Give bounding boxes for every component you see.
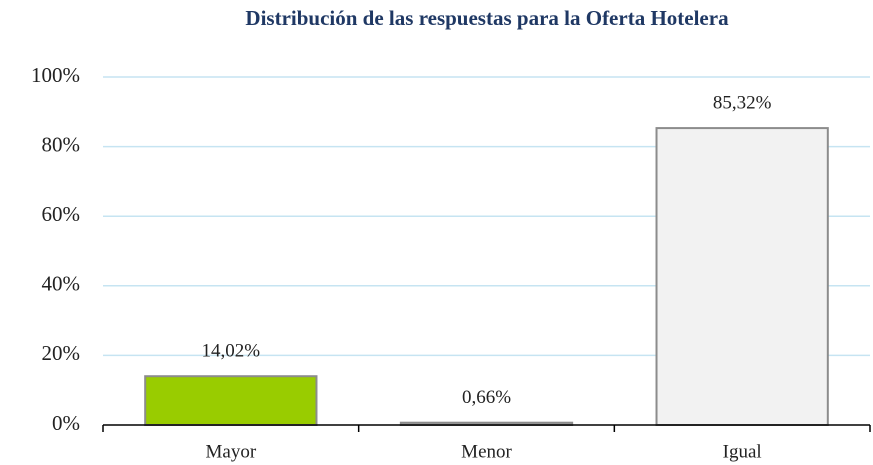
value-label: 0,66% <box>462 387 511 408</box>
y-tick-label: 60% <box>42 202 81 226</box>
x-tick-label: Mayor <box>206 441 257 462</box>
y-tick-label: 0% <box>52 411 80 435</box>
bar <box>655 127 829 426</box>
x-tick-label: Menor <box>461 441 512 462</box>
bar <box>144 375 318 426</box>
x-tick-label: Igual <box>723 441 762 462</box>
value-label: 85,32% <box>713 92 772 113</box>
y-tick-label: 100% <box>31 63 80 87</box>
y-tick-label: 80% <box>42 132 81 156</box>
y-tick-label: 40% <box>42 272 81 296</box>
y-tick-label: 20% <box>42 341 81 365</box>
chart-title: Distribución de las respuestas para la O… <box>245 6 729 30</box>
value-label: 14,02% <box>202 341 261 362</box>
